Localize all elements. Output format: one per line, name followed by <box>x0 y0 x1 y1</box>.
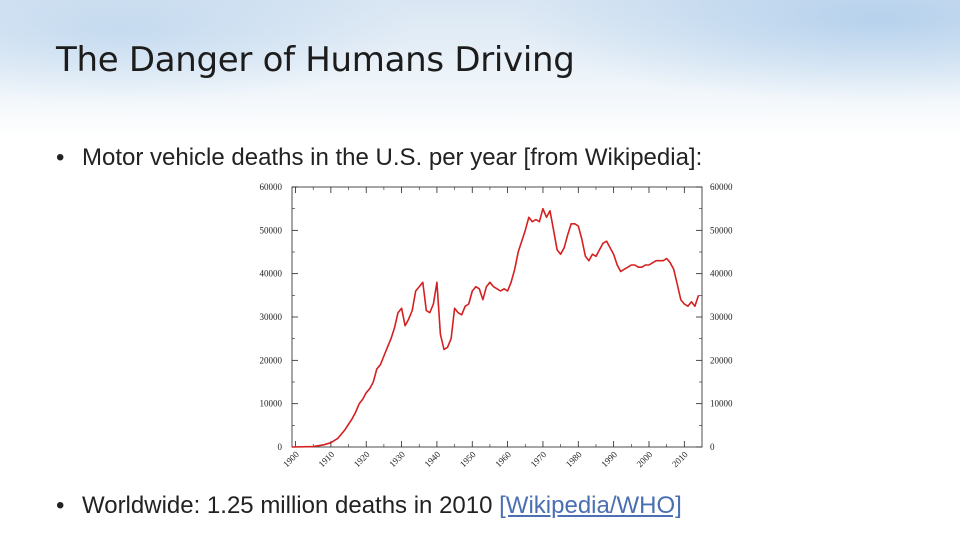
series-line <box>291 207 700 448</box>
x-tick-label: 1950 <box>458 449 478 469</box>
x-tick-label: 1990 <box>599 449 619 469</box>
chart-canvas: 0 0 10000 10000 20000 20000 30000 30000 40000 400… <box>260 182 734 469</box>
us-deaths-line-chart: 0 0 10000 10000 20000 20000 30000 30000 40000 400… <box>240 176 750 476</box>
y-tick-label-left: 30000 <box>260 312 283 322</box>
y-tick-label-right: 0 <box>710 442 715 452</box>
x-tick-label: 1960 <box>493 449 513 469</box>
y-tick-label-right: 20000 <box>710 355 733 365</box>
slide-title: The Danger of Humans Driving <box>56 40 575 80</box>
y-tick-label-right: 50000 <box>710 225 733 235</box>
bullet-worldwide: • Worldwide: 1.25 million deaths in 2010 … <box>56 492 682 520</box>
x-tick-label: 1920 <box>352 449 372 469</box>
x-tick-label: 1930 <box>387 449 407 469</box>
x-tick-label: 2010 <box>670 449 690 469</box>
y-tick-label-left: 0 <box>278 442 283 452</box>
y-tick-label-right: 10000 <box>710 399 733 409</box>
bullet-glyph: • <box>56 492 65 519</box>
x-tick-label: 1970 <box>529 449 549 469</box>
x-tick-label: 2000 <box>635 449 655 469</box>
header-background <box>0 0 960 140</box>
y-tick-label-right: 30000 <box>710 312 733 322</box>
wikipedia-who-link[interactable]: [Wikipedia/WHO] <box>499 492 682 519</box>
x-tick-label: 1940 <box>423 449 443 469</box>
x-tick-label: 1900 <box>281 449 301 469</box>
y-tick-label-left: 40000 <box>260 269 283 279</box>
y-tick-label-right: 40000 <box>710 269 733 279</box>
bullet-us-deaths: • Motor vehicle deaths in the U.S. per ye… <box>56 144 702 172</box>
bullet-glyph: • <box>56 144 65 171</box>
y-tick-label-left: 60000 <box>260 182 283 192</box>
x-tick-label: 1910 <box>316 449 336 469</box>
bullet-text: Worldwide: 1.25 million deaths in 2010 <box>82 492 500 519</box>
plot-frame <box>291 186 703 448</box>
y-tick-label-left: 50000 <box>260 225 283 235</box>
y-tick-label-left: 10000 <box>260 399 283 409</box>
x-tick-label: 1980 <box>564 449 584 469</box>
bullet-text: Motor vehicle deaths in the U.S. per yea… <box>82 144 703 171</box>
y-tick-label-right: 60000 <box>710 182 733 192</box>
y-tick-label-left: 20000 <box>260 355 283 365</box>
